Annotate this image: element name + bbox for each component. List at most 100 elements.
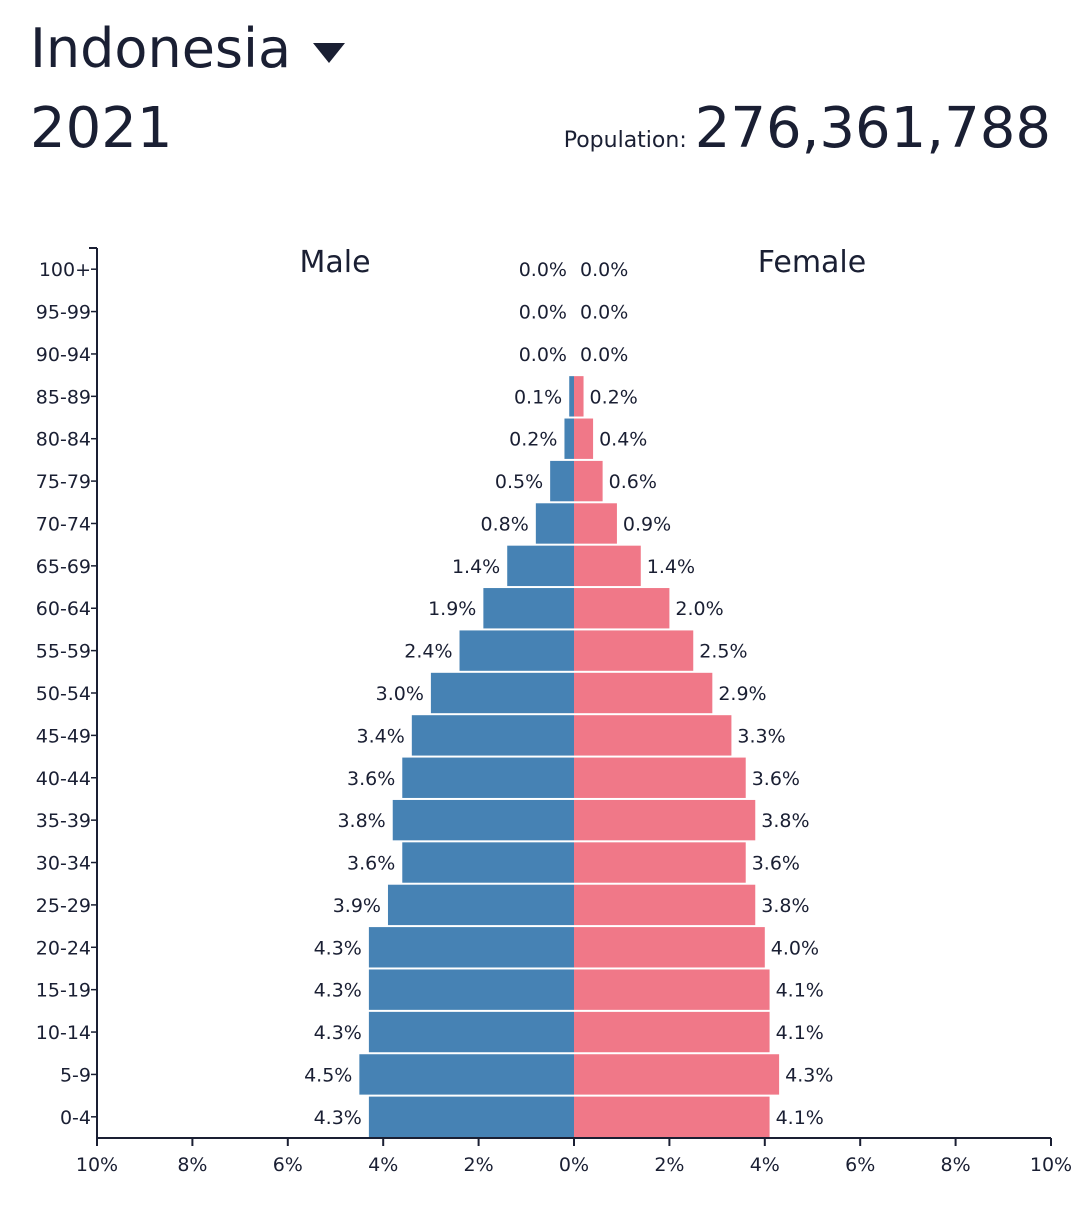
country-name: Indonesia	[30, 17, 292, 80]
population-label: Population:	[563, 128, 687, 153]
country-selector[interactable]: Indonesia	[30, 14, 346, 84]
data-label-female: 3.8%	[761, 810, 809, 832]
data-label-female: 4.3%	[785, 1064, 833, 1086]
bar-female	[574, 545, 641, 587]
data-label-male: 3.6%	[347, 853, 395, 875]
data-label-female: 3.8%	[761, 895, 809, 917]
y-tick-label: 15-19	[36, 980, 91, 1002]
data-label-female: 0.2%	[590, 386, 638, 408]
bar-male	[387, 884, 574, 926]
year-label: 2021	[30, 96, 173, 161]
bar-male	[550, 460, 574, 502]
y-tick-label: 35-39	[36, 810, 91, 832]
population-value: 276,361,788	[694, 96, 1051, 161]
bar-male	[564, 418, 574, 459]
bar-male	[430, 672, 574, 714]
x-tick-label: 6%	[273, 1154, 303, 1176]
data-label-female: 0.0%	[580, 344, 628, 366]
bar-female	[574, 884, 756, 926]
x-tick-label: 10%	[1030, 1154, 1072, 1176]
y-tick-label: 65-69	[36, 556, 91, 578]
bar-female	[574, 460, 603, 502]
data-label-female: 0.6%	[609, 471, 657, 493]
data-label-male: 0.2%	[509, 429, 557, 451]
x-tick-label: 4%	[368, 1154, 398, 1176]
data-label-female: 4.1%	[776, 980, 824, 1002]
data-label-male: 4.3%	[314, 980, 362, 1002]
x-tick-label: 2%	[654, 1154, 684, 1176]
data-label-female: 4.1%	[776, 1107, 824, 1129]
y-tick-label: 25-29	[36, 895, 91, 917]
y-tick-label: 85-89	[36, 386, 91, 408]
data-label-female: 3.3%	[737, 725, 785, 747]
legend-male: Male	[299, 245, 370, 280]
y-tick-label: 0-4	[60, 1107, 91, 1129]
y-tick-label: 95-99	[36, 302, 91, 324]
data-label-female: 2.5%	[699, 641, 747, 663]
data-label-male: 2.4%	[404, 641, 452, 663]
y-tick-label: 80-84	[36, 429, 91, 451]
data-label-male: 3.8%	[337, 810, 385, 832]
bar-male	[411, 715, 574, 756]
y-tick-label: 30-34	[36, 853, 91, 875]
data-label-female: 0.9%	[623, 513, 671, 535]
caret-down-icon[interactable]	[313, 43, 346, 63]
y-tick-label: 90-94	[36, 344, 91, 366]
bar-female	[574, 842, 746, 883]
data-label-male: 4.3%	[314, 1022, 362, 1044]
data-label-female: 3.6%	[752, 768, 800, 790]
data-label-female: 2.9%	[718, 683, 766, 705]
bar-female	[574, 1054, 780, 1095]
data-label-male: 0.8%	[481, 513, 529, 535]
bar-female	[574, 1096, 770, 1137]
data-label-male: 4.3%	[314, 937, 362, 959]
bar-male	[507, 545, 574, 587]
bar-female	[574, 927, 765, 968]
data-label-male: 4.5%	[304, 1064, 352, 1086]
data-label-male: 4.3%	[314, 1107, 362, 1129]
bar-female	[574, 503, 617, 544]
y-tick-label: 45-49	[36, 725, 91, 747]
x-tick-label: 2%	[464, 1154, 494, 1176]
data-label-male: 1.4%	[452, 556, 500, 578]
data-label-female: 4.0%	[771, 937, 819, 959]
bar-male	[392, 799, 574, 841]
y-tick-label: 100+	[39, 259, 91, 281]
bar-female	[574, 376, 584, 417]
y-tick-label: 5-9	[60, 1064, 91, 1086]
x-tick-label: 0%	[559, 1154, 589, 1176]
bar-female	[574, 588, 670, 629]
data-label-female: 0.0%	[580, 302, 628, 324]
bar-male	[368, 1011, 574, 1053]
y-tick-label: 70-74	[36, 513, 91, 535]
bar-male	[459, 630, 574, 671]
y-tick-label: 20-24	[36, 937, 91, 959]
data-label-male: 0.0%	[519, 302, 567, 324]
bar-male	[569, 376, 574, 417]
x-tick-label: 8%	[941, 1154, 971, 1176]
bar-female	[574, 418, 594, 459]
bar-female	[574, 715, 732, 756]
y-tick-label: 75-79	[36, 471, 91, 493]
data-label-female: 0.4%	[599, 429, 647, 451]
bar-male	[368, 969, 574, 1010]
data-label-female: 2.0%	[675, 598, 723, 620]
bar-female	[574, 757, 746, 798]
bar-female	[574, 672, 713, 714]
bar-female	[574, 799, 756, 841]
data-label-male: 1.9%	[428, 598, 476, 620]
data-label-male: 3.4%	[357, 725, 405, 747]
population-summary: Population: 276,361,788	[564, 94, 1051, 164]
data-label-male: 0.5%	[495, 471, 543, 493]
bar-female	[574, 1011, 770, 1053]
legend-female: Female	[758, 245, 866, 280]
bar-male	[402, 842, 574, 883]
x-tick-label: 10%	[76, 1154, 118, 1176]
bar-male	[402, 757, 574, 798]
y-tick-label: 60-64	[36, 598, 91, 620]
bar-male	[368, 1096, 574, 1137]
y-tick-label: 55-59	[36, 641, 91, 663]
data-label-male: 0.0%	[519, 344, 567, 366]
data-label-male: 3.0%	[376, 683, 424, 705]
